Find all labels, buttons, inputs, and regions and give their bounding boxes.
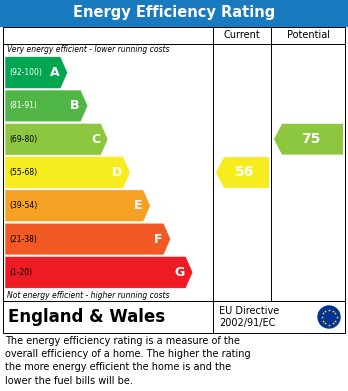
Text: Not energy efficient - higher running costs: Not energy efficient - higher running co… — [7, 291, 169, 300]
Text: Energy Efficiency Rating: Energy Efficiency Rating — [73, 5, 275, 20]
Text: (92-100): (92-100) — [9, 68, 42, 77]
Text: Potential: Potential — [286, 30, 330, 41]
Polygon shape — [5, 190, 150, 222]
Polygon shape — [274, 124, 343, 154]
Text: England & Wales: England & Wales — [8, 308, 165, 326]
Circle shape — [318, 306, 340, 328]
Text: G: G — [175, 266, 185, 279]
Polygon shape — [5, 256, 193, 288]
Text: D: D — [112, 166, 122, 179]
Text: (55-68): (55-68) — [9, 168, 37, 177]
Polygon shape — [5, 157, 130, 188]
Text: (1-20): (1-20) — [9, 268, 32, 277]
Polygon shape — [5, 123, 108, 155]
Text: Current: Current — [224, 30, 260, 41]
Text: 56: 56 — [235, 165, 254, 179]
Polygon shape — [5, 57, 68, 88]
Text: 75: 75 — [301, 132, 320, 146]
Text: (21-38): (21-38) — [9, 235, 37, 244]
Text: EU Directive
2002/91/EC: EU Directive 2002/91/EC — [219, 306, 279, 328]
Text: (69-80): (69-80) — [9, 135, 37, 144]
Text: The energy efficiency rating is a measure of the
overall efficiency of a home. T: The energy efficiency rating is a measur… — [5, 336, 251, 386]
Text: (39-54): (39-54) — [9, 201, 37, 210]
Text: A: A — [50, 66, 60, 79]
Text: E: E — [134, 199, 142, 212]
Text: C: C — [91, 133, 100, 146]
Bar — [3, 27, 345, 301]
Text: B: B — [70, 99, 80, 113]
Polygon shape — [216, 157, 269, 188]
Text: F: F — [154, 233, 163, 246]
Bar — [0, 0, 348, 26]
Bar — [3, 301, 345, 333]
Polygon shape — [5, 90, 88, 122]
Polygon shape — [5, 223, 171, 255]
Text: (81-91): (81-91) — [9, 101, 37, 110]
Text: Very energy efficient - lower running costs: Very energy efficient - lower running co… — [7, 45, 169, 54]
